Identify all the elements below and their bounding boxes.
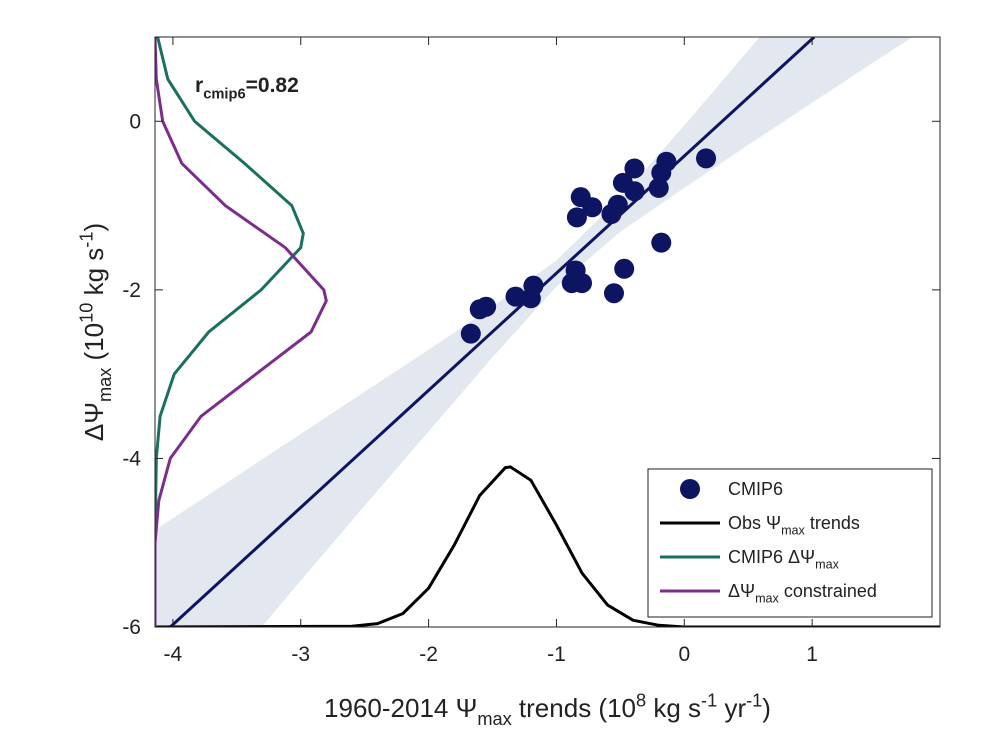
point <box>696 148 717 169</box>
point <box>624 158 645 179</box>
x-axis-label: 1960-2014 Ψmax trends (108 kg s-1 yr-1) <box>324 691 771 729</box>
x-axis-label-part: -1 <box>746 691 762 711</box>
annotation-part: r <box>195 74 203 97</box>
point <box>648 177 669 198</box>
x-tick-label: -1 <box>547 643 566 666</box>
point <box>460 323 481 344</box>
x-tick-label: -4 <box>164 643 183 666</box>
annotation-part: cmip6 <box>203 86 245 102</box>
x-tick-label: 0 <box>678 643 690 666</box>
legend-label-part: CMIP6 ΔΨ <box>728 547 815 567</box>
legend-label-part: CMIP6 <box>728 479 783 499</box>
y-axis-label-part: ΔΨ <box>79 402 109 441</box>
legend-label: Obs Ψmax trends <box>728 513 860 537</box>
y-tick-label: -6 <box>122 616 141 639</box>
point <box>624 181 645 202</box>
legend-label-part: trends <box>805 513 860 533</box>
legend-label-part: constrained <box>779 581 877 601</box>
annotation-part: =0.82 <box>246 74 299 97</box>
point <box>582 197 603 218</box>
point <box>505 286 526 307</box>
point <box>656 151 677 172</box>
legend-label-part: Obs Ψ <box>728 513 781 533</box>
y-tick-label: -4 <box>122 447 141 470</box>
x-axis-label-part: kg s <box>646 693 701 723</box>
x-axis-label-part: 8 <box>636 691 646 711</box>
x-axis-label-part: yr <box>717 693 746 723</box>
line <box>155 465 940 627</box>
point <box>607 194 628 215</box>
legend-label: CMIP6 ΔΨmax <box>728 547 840 571</box>
point <box>651 232 672 253</box>
y-tick-label: 0 <box>129 110 141 133</box>
point <box>603 283 624 304</box>
legend-label: ΔΨmax constrained <box>728 581 877 605</box>
point <box>523 275 544 296</box>
y-axis-label-part: (10 <box>79 323 109 368</box>
legend-label-part: max <box>815 557 839 571</box>
plot-area <box>155 37 940 627</box>
line <box>155 37 328 627</box>
x-tick-label: 1 <box>806 643 818 666</box>
line <box>155 37 305 627</box>
legend-label-part: max <box>781 523 805 537</box>
legend-marker <box>680 479 700 499</box>
legend-label: CMIP6 <box>728 479 783 499</box>
axes-box <box>154 36 941 628</box>
point <box>614 258 635 279</box>
line <box>169 37 816 627</box>
point <box>476 296 497 317</box>
point <box>566 207 587 228</box>
y-axis-label-part: max <box>95 368 115 402</box>
x-tick-label: -3 <box>291 643 310 666</box>
point <box>572 273 593 294</box>
y-axis-label-part: kg s <box>79 248 109 303</box>
x-axis-label-part: trends (10 <box>512 693 636 723</box>
annotation: rcmip6=0.82 <box>195 74 299 102</box>
x-tick-label: -2 <box>419 643 438 666</box>
confidence-band <box>155 37 913 627</box>
legend-label-part: max <box>755 591 779 605</box>
x-axis-label-part: -1 <box>701 691 717 711</box>
y-axis-label-part: ) <box>79 223 109 232</box>
x-axis-label-part: ) <box>762 693 771 723</box>
y-axis-label-part: 10 <box>77 303 97 323</box>
x-axis-label-part: 1960-2014 Ψ <box>324 693 477 723</box>
legend-label-part: ΔΨ <box>728 581 755 601</box>
y-axis-label-part: -1 <box>77 232 97 248</box>
y-tick-label: -2 <box>122 279 141 302</box>
y-axis-label: ΔΨmax (1010 kg s-1) <box>77 223 115 441</box>
x-axis-label-part: max <box>477 709 511 729</box>
